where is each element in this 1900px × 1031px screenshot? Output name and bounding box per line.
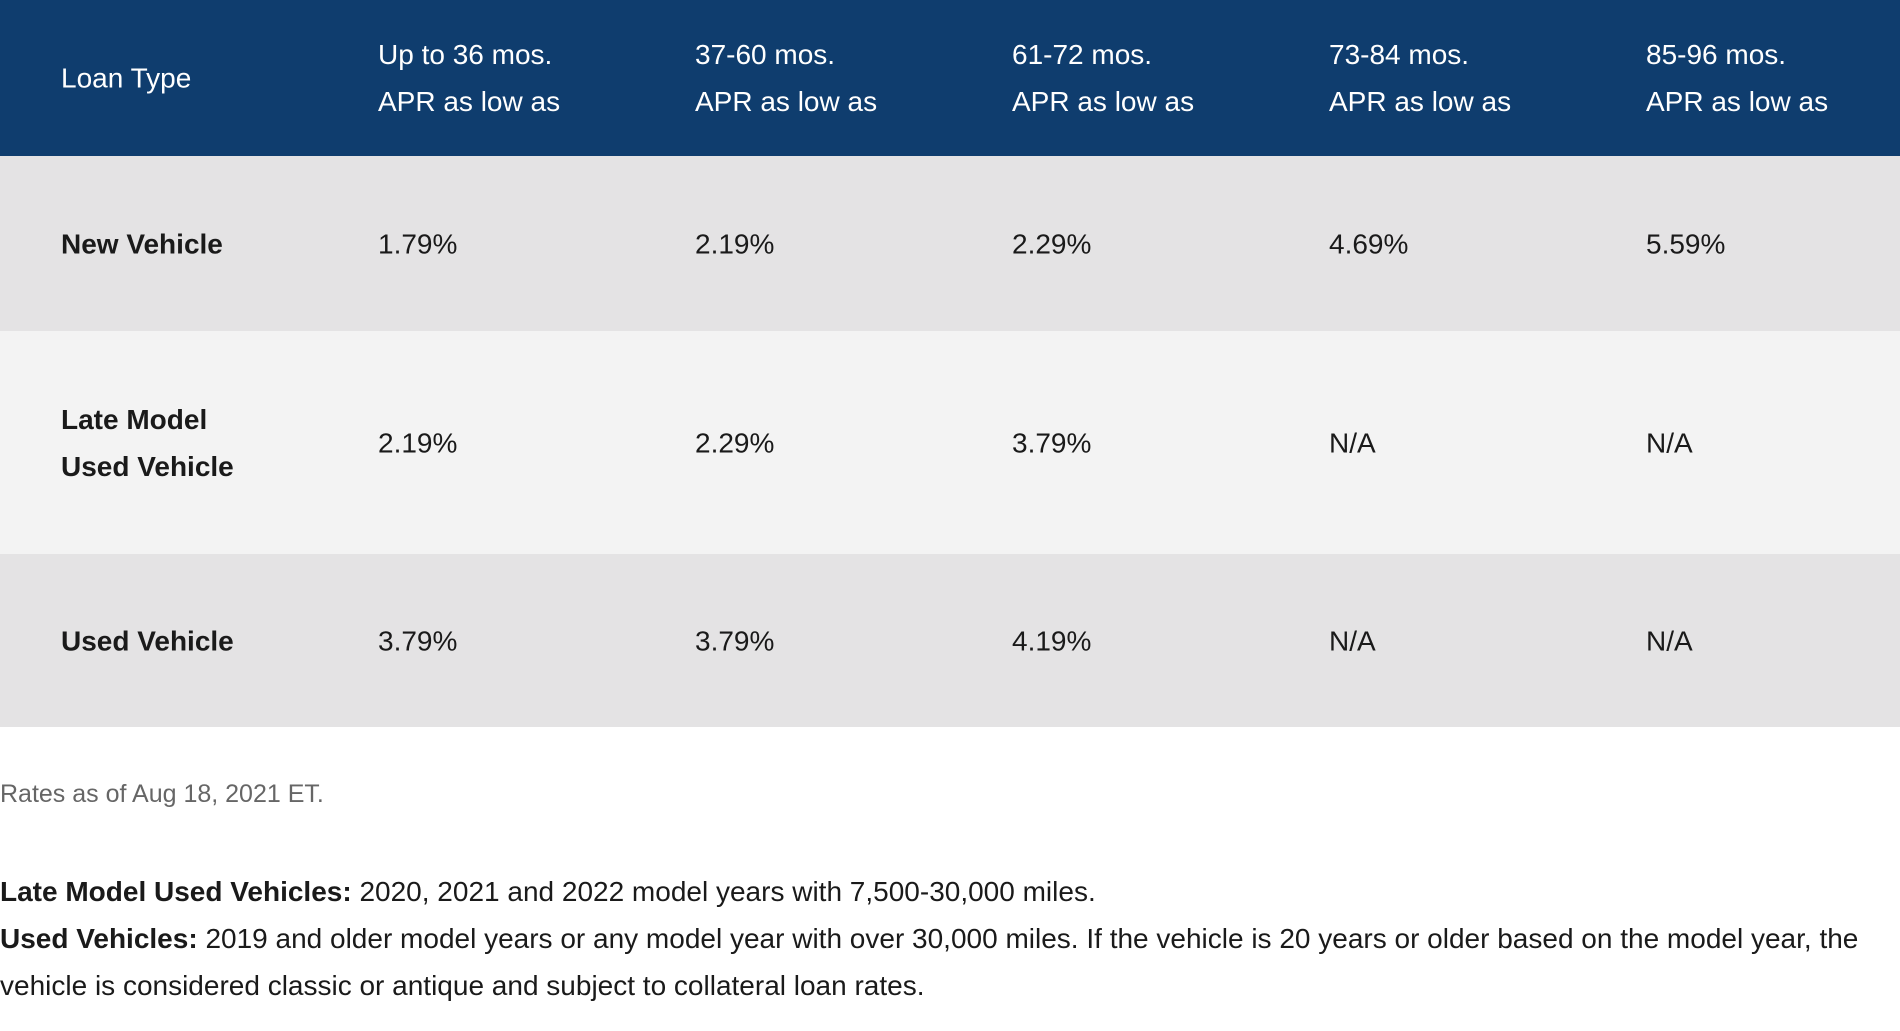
- rate-cell: N/A: [1329, 625, 1376, 656]
- rate-cell: 2.29%: [695, 427, 775, 458]
- cell-line: APR as low as: [1012, 86, 1195, 117]
- rate-cell: 4.69%: [1329, 228, 1409, 259]
- note-text: 2019 and older model years or any model …: [0, 923, 1859, 1001]
- table-row: Late Model Used Vehicle 2.19% 2.29% 3.79% N/A…: [0, 331, 1900, 554]
- note: Late Model Used Vehicles: 2020, 2021 and…: [0, 868, 1900, 915]
- note-term: Late Model Used Vehicles:: [0, 876, 352, 907]
- rates-date: Rates as of Aug 18, 2021 ET.: [0, 780, 324, 808]
- cell-line: 73-84 mos.: [1329, 39, 1470, 70]
- cell-line: APR as low as: [378, 86, 561, 117]
- rate-cell: 4.19%: [1012, 625, 1092, 656]
- cell-line: APR as low as: [695, 86, 878, 117]
- cell-line: 37-60 mos.: [695, 39, 836, 70]
- rate-cell: N/A: [1329, 427, 1376, 458]
- rates-table: Loan Type Up to 36 mos. APR as low as 37-60…: [0, 0, 1900, 727]
- rate-cell: N/A: [1646, 625, 1693, 656]
- notes: Late Model Used Vehicles: 2020, 2021 and…: [0, 868, 1900, 1009]
- header-cell: 61-72 mos. APR as low as: [1012, 31, 1194, 125]
- header-cell: 37-60 mos. APR as low as: [695, 31, 877, 125]
- header-row: Loan Type Up to 36 mos. APR as low as 37-60…: [0, 0, 1900, 156]
- table-row: New Vehicle 1.79% 2.19% 2.29% 4.69% 5.59%: [0, 156, 1900, 331]
- header-cell: Up to 36 mos. APR as low as: [378, 31, 560, 125]
- cell-line: Loan Type: [61, 62, 192, 94]
- rate-cell: N/A: [1646, 427, 1693, 458]
- rate-cell: 2.19%: [695, 228, 775, 259]
- cell-line: APR as low as: [1646, 86, 1829, 117]
- table-row: Used Vehicle 3.79% 3.79% 4.19% N/A N/A: [0, 554, 1900, 727]
- rate-cell: 5.59%: [1646, 228, 1726, 259]
- note: Used Vehicles: 2019 and older model year…: [0, 915, 1900, 1009]
- rate-cell: 2.29%: [1012, 228, 1092, 259]
- header-cell: Loan Type: [61, 55, 191, 102]
- cell-line: Late Model: [61, 403, 208, 435]
- rate-cell: 3.79%: [695, 625, 775, 656]
- rate-cell: 1.79%: [378, 228, 458, 259]
- cell-line: New Vehicle: [61, 228, 223, 259]
- cell-line: Used Vehicle: [61, 450, 234, 482]
- cell-line: Up to 36 mos.: [378, 39, 553, 70]
- rate-cell: 2.19%: [378, 427, 458, 458]
- rate-cell: 3.79%: [1012, 427, 1092, 458]
- cell-line: 85-96 mos.: [1646, 39, 1787, 70]
- cell-line: Used Vehicle: [61, 625, 234, 656]
- cell-line: 61-72 mos.: [1012, 39, 1153, 70]
- row-label: Late Model Used Vehicle: [61, 396, 234, 490]
- header-cell: 85-96 mos. APR as low as: [1646, 31, 1828, 125]
- cell-line: APR as low as: [1329, 86, 1512, 117]
- row-label: Used Vehicle: [61, 617, 234, 664]
- header-cell: 73-84 mos. APR as low as: [1329, 31, 1511, 125]
- note-text: 2020, 2021 and 2022 model years with 7,5…: [359, 876, 1096, 907]
- row-label: New Vehicle: [61, 220, 223, 267]
- rate-cell: 3.79%: [378, 625, 458, 656]
- note-term: Used Vehicles:: [0, 923, 198, 954]
